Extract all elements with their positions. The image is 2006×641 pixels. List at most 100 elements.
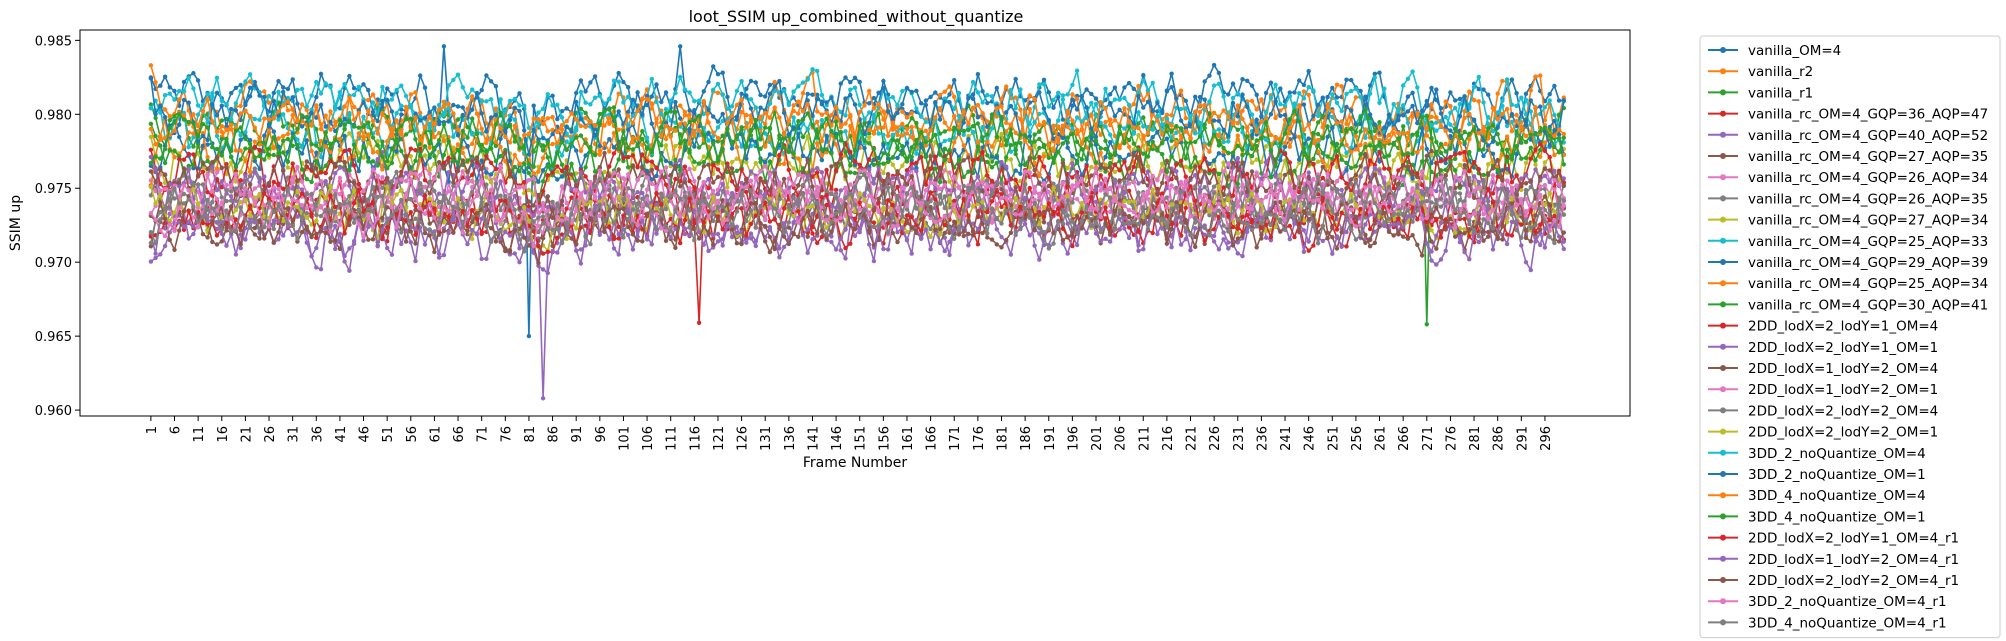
data-point <box>611 179 617 185</box>
data-point <box>474 155 480 161</box>
data-point <box>1245 150 1250 155</box>
data-point <box>1051 160 1056 165</box>
data-point <box>1297 157 1302 162</box>
data-point <box>252 232 257 237</box>
data-point <box>909 251 914 256</box>
data-point <box>229 122 234 128</box>
data-point <box>153 167 158 172</box>
data-point <box>1108 160 1113 166</box>
data-point <box>758 159 763 165</box>
data-point <box>526 333 532 339</box>
data-point <box>1434 128 1439 133</box>
data-point <box>1372 128 1378 134</box>
data-point <box>1004 164 1009 169</box>
data-point <box>1065 166 1070 171</box>
data-point <box>673 245 678 250</box>
data-point <box>1297 207 1302 212</box>
data-point <box>1051 181 1056 186</box>
data-point <box>470 132 475 137</box>
data-point <box>644 135 650 140</box>
data-point <box>952 78 957 83</box>
data-point <box>975 72 981 77</box>
data-point <box>191 131 196 136</box>
data-point <box>1311 176 1316 182</box>
data-point <box>1169 135 1174 140</box>
data-point <box>380 185 385 190</box>
data-point <box>285 86 291 92</box>
data-point <box>314 158 319 164</box>
data-point <box>1297 134 1302 140</box>
data-point <box>904 140 910 146</box>
data-point <box>540 155 546 161</box>
data-point <box>871 220 877 225</box>
data-point <box>1533 162 1538 167</box>
data-point <box>233 85 239 91</box>
data-point <box>1306 136 1311 141</box>
data-point <box>867 157 872 162</box>
data-point <box>172 155 177 160</box>
data-point <box>1287 237 1293 242</box>
data-point <box>1386 180 1392 186</box>
data-point <box>1344 186 1349 191</box>
data-point <box>333 107 338 112</box>
data-point <box>616 91 621 96</box>
data-point <box>545 208 550 213</box>
data-point <box>626 165 631 170</box>
data-point <box>1008 143 1014 148</box>
data-point <box>1202 184 1207 190</box>
data-point <box>1131 86 1137 92</box>
data-point <box>833 161 839 167</box>
data-point <box>1382 166 1387 171</box>
data-point <box>706 138 711 143</box>
data-point <box>1193 94 1198 100</box>
data-point <box>342 160 347 165</box>
data-point <box>148 63 154 68</box>
data-point <box>555 116 560 122</box>
data-point <box>1169 154 1174 159</box>
data-point <box>375 157 380 162</box>
data-point <box>1263 188 1269 194</box>
data-point <box>351 86 357 91</box>
data-point <box>195 173 201 178</box>
data-point <box>564 171 569 177</box>
data-point <box>1197 109 1203 115</box>
data-point <box>295 101 300 106</box>
data-point <box>701 179 706 185</box>
data-point <box>1542 148 1548 153</box>
data-point <box>668 161 673 166</box>
data-point <box>1254 117 1259 123</box>
data-point <box>540 168 546 173</box>
data-point <box>1514 112 1519 118</box>
data-point <box>1448 185 1453 191</box>
data-point <box>432 176 437 181</box>
data-point <box>592 196 598 201</box>
data-point <box>1297 78 1302 83</box>
data-point <box>347 183 352 188</box>
data-point <box>895 155 900 161</box>
data-point <box>1013 177 1018 183</box>
data-point <box>1547 92 1552 97</box>
data-point <box>526 177 532 183</box>
data-point <box>611 246 617 251</box>
data-point <box>904 207 910 212</box>
data-point <box>1027 185 1033 191</box>
data-point <box>465 169 470 174</box>
data-point <box>493 158 499 164</box>
data-point <box>1325 94 1330 100</box>
data-point <box>252 166 257 171</box>
data-point <box>1315 143 1321 148</box>
data-point <box>427 191 432 196</box>
data-point <box>200 169 206 174</box>
data-point <box>900 174 905 180</box>
data-point <box>1164 136 1170 141</box>
data-point <box>564 106 569 111</box>
data-point <box>1542 166 1548 171</box>
data-point <box>1141 73 1146 78</box>
data-point <box>323 230 328 236</box>
data-point <box>1065 180 1070 185</box>
data-point <box>1027 106 1033 112</box>
data-point <box>1051 105 1056 110</box>
data-point <box>947 137 952 142</box>
data-point <box>1079 119 1085 124</box>
data-point <box>909 161 914 166</box>
